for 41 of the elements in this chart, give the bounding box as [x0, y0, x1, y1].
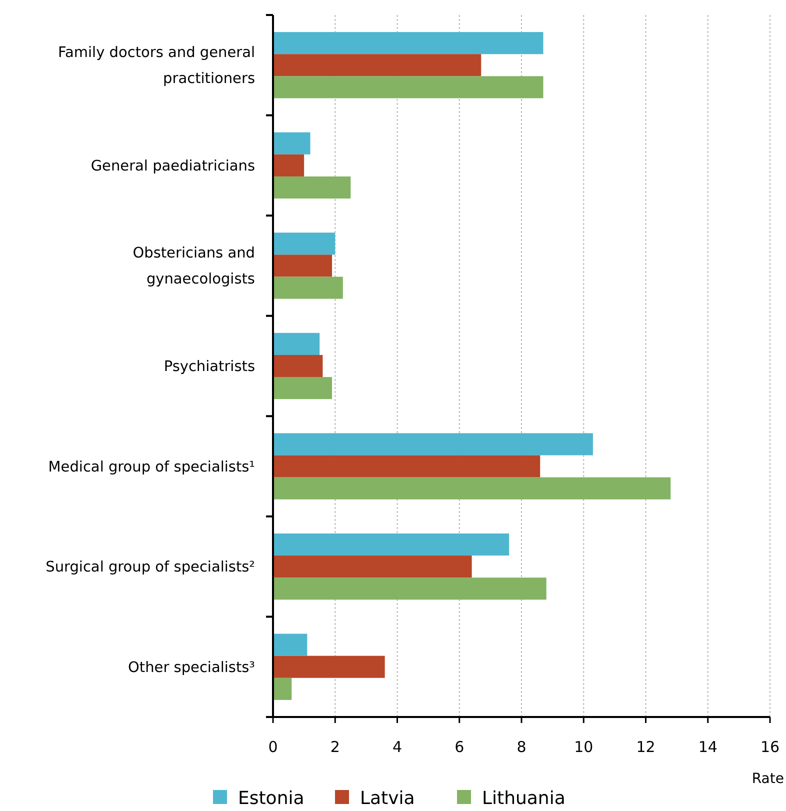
bar [273, 556, 472, 578]
x-tick-label: 10 [574, 738, 594, 756]
bar [273, 656, 385, 678]
y-tick-label: Medical group of specialists¹ [48, 459, 256, 476]
bar [273, 54, 482, 76]
bar [273, 433, 593, 456]
bar [273, 455, 540, 478]
legend-label: Latvia [360, 788, 415, 809]
bar [273, 232, 336, 255]
y-tick-label: Obstericians and gynaecologists [132, 246, 255, 288]
y-tick-label: Surgical group of specialists² [46, 560, 255, 576]
bar [273, 76, 544, 98]
y-tick-label: General paediatricians [90, 158, 255, 174]
bar [273, 254, 332, 277]
legend-label: Lithuania [482, 788, 566, 809]
x-tick-label: 12 [636, 738, 656, 756]
x-tick-label: 6 [454, 738, 464, 756]
bar [273, 634, 308, 656]
bar [273, 32, 544, 54]
legend-label: Estonia [238, 788, 304, 809]
bar [273, 678, 292, 700]
bar [273, 132, 310, 154]
x-tick-label: 0 [268, 738, 278, 756]
bar [273, 154, 304, 176]
y-tick-label: Family doctors and general practitioners [58, 45, 255, 88]
bar [273, 332, 320, 355]
x-tick-label: 2 [330, 738, 340, 756]
x-tick-label: 4 [392, 738, 402, 756]
y-tick-label: Other specialists³ [128, 660, 256, 676]
bar [273, 377, 332, 400]
bar [273, 276, 343, 299]
x-tick-label: 8 [516, 738, 526, 756]
y-tick-label: Psychiatrists [164, 359, 255, 375]
bar [273, 176, 351, 199]
x-tick-label: 14 [698, 738, 718, 756]
x-tick-label: 16 [760, 738, 780, 756]
bar [273, 533, 510, 556]
x-axis-title: Rate [752, 771, 784, 787]
bar [273, 477, 671, 500]
bar [273, 354, 323, 378]
bar [273, 578, 546, 600]
